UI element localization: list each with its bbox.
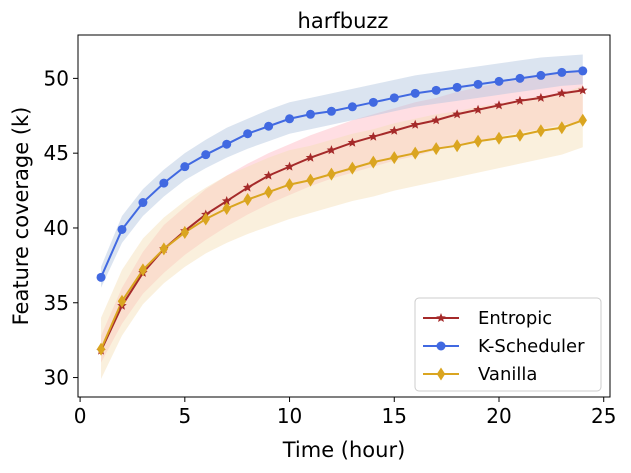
plot-frame bbox=[77, 34, 611, 398]
entropic-point bbox=[284, 161, 295, 171]
x-axis-label: Time (hour) bbox=[282, 438, 406, 462]
legend-frame bbox=[414, 297, 602, 392]
vanilla-point bbox=[180, 225, 190, 239]
k-scheduler-point bbox=[159, 178, 169, 188]
x-tick-label: 5 bbox=[178, 404, 191, 428]
vanilla-point bbox=[243, 193, 252, 207]
k-scheduler-point bbox=[222, 139, 232, 149]
y-axis-label: Feature coverage (k) bbox=[9, 107, 33, 326]
y-tick-label: 30 bbox=[44, 366, 69, 390]
legend-label-k-scheduler: K-Scheduler bbox=[478, 336, 585, 357]
y-tick-label: 35 bbox=[44, 291, 69, 315]
entropic-point bbox=[347, 137, 358, 147]
entropic-point bbox=[578, 85, 588, 95]
vanilla-point bbox=[96, 342, 106, 356]
k-scheduler-band bbox=[101, 54, 583, 288]
vanilla-point bbox=[390, 151, 399, 165]
entropic-point bbox=[431, 115, 441, 125]
entropic-point bbox=[305, 152, 316, 162]
k-scheduler-point bbox=[96, 272, 106, 282]
x-tick-label: 25 bbox=[591, 404, 616, 428]
entropic-point bbox=[410, 119, 420, 129]
k-scheduler-point bbox=[368, 97, 378, 107]
vanilla-point bbox=[348, 161, 357, 175]
x-tick-label: 15 bbox=[382, 404, 407, 428]
y-tick-label: 40 bbox=[44, 216, 69, 240]
series-markers bbox=[96, 66, 588, 356]
k-scheduler-point bbox=[180, 162, 190, 172]
legend-label-entropic: Entropic bbox=[478, 308, 552, 329]
x-tick-label: 10 bbox=[277, 404, 302, 428]
k-scheduler-point bbox=[410, 88, 420, 98]
entropic-point bbox=[389, 125, 400, 135]
vanilla-point bbox=[536, 124, 546, 138]
vanilla-point bbox=[494, 131, 504, 145]
entropic-point bbox=[263, 170, 274, 180]
legend-marker-entropic bbox=[436, 313, 446, 323]
y-axis: 30 35 40 45 50 bbox=[44, 66, 78, 390]
k-scheduler-point bbox=[326, 106, 336, 116]
x-tick-label: 0 bbox=[74, 404, 87, 428]
vanilla-point bbox=[557, 121, 567, 135]
k-scheduler-point bbox=[201, 150, 211, 160]
y-tick-label: 50 bbox=[44, 66, 69, 90]
k-scheduler-point bbox=[305, 109, 315, 119]
entropic-point bbox=[368, 131, 379, 141]
k-scheduler-point bbox=[557, 67, 567, 77]
x-axis: 0 5 10 15 20 25 bbox=[74, 397, 616, 428]
y-tick-label: 45 bbox=[44, 141, 69, 165]
k-scheduler-point bbox=[117, 224, 127, 234]
vanilla-point bbox=[578, 113, 587, 127]
vanilla-point bbox=[473, 134, 483, 148]
vanilla-point bbox=[369, 155, 378, 169]
k-scheduler-point bbox=[431, 85, 441, 95]
entropic-point bbox=[473, 104, 483, 114]
vanilla-point bbox=[327, 167, 336, 181]
k-scheduler-point bbox=[494, 76, 504, 86]
k-scheduler-point bbox=[536, 70, 546, 80]
vanilla-point bbox=[201, 212, 210, 226]
entropic-point bbox=[242, 182, 253, 192]
entropic-point bbox=[494, 100, 504, 110]
vanilla-point bbox=[411, 146, 420, 160]
confidence-bands bbox=[101, 54, 583, 380]
x-tick-label: 20 bbox=[486, 404, 511, 428]
legend: Entropic K-Scheduler Vanilla bbox=[414, 297, 602, 392]
vanilla-point bbox=[515, 128, 525, 142]
vanilla-point bbox=[306, 173, 315, 187]
entropic-point bbox=[221, 196, 232, 206]
vanilla-point bbox=[159, 242, 169, 256]
k-scheduler-point bbox=[243, 129, 253, 139]
vanilla-point bbox=[138, 263, 148, 277]
vanilla-point bbox=[222, 202, 231, 216]
entropic-point bbox=[326, 145, 337, 155]
k-scheduler-point bbox=[264, 121, 274, 131]
entropic-band bbox=[101, 69, 583, 363]
entropic-point bbox=[515, 95, 525, 105]
entropic-point bbox=[452, 109, 462, 119]
legend-marker-vanilla bbox=[436, 367, 446, 381]
k-scheduler-point bbox=[285, 114, 295, 124]
k-scheduler-point bbox=[515, 73, 525, 83]
chart-title: harfbuzz bbox=[298, 9, 389, 33]
k-scheduler-point bbox=[473, 79, 483, 89]
k-scheduler-point bbox=[578, 66, 588, 76]
vanilla-point bbox=[117, 294, 127, 308]
k-scheduler-point bbox=[138, 198, 148, 208]
k-scheduler-point bbox=[347, 102, 357, 112]
vanilla-point bbox=[264, 185, 273, 199]
k-scheduler-point bbox=[389, 93, 399, 103]
k-scheduler-point bbox=[452, 82, 462, 92]
vanilla-band bbox=[101, 85, 583, 380]
vanilla-point bbox=[285, 178, 294, 192]
entropic-point bbox=[557, 88, 567, 98]
vanilla-point bbox=[431, 142, 441, 156]
legend-marker-k-scheduler bbox=[436, 341, 446, 351]
entropic-point bbox=[536, 92, 546, 102]
legend-label-vanilla: Vanilla bbox=[478, 364, 537, 385]
vanilla-point bbox=[452, 139, 462, 153]
